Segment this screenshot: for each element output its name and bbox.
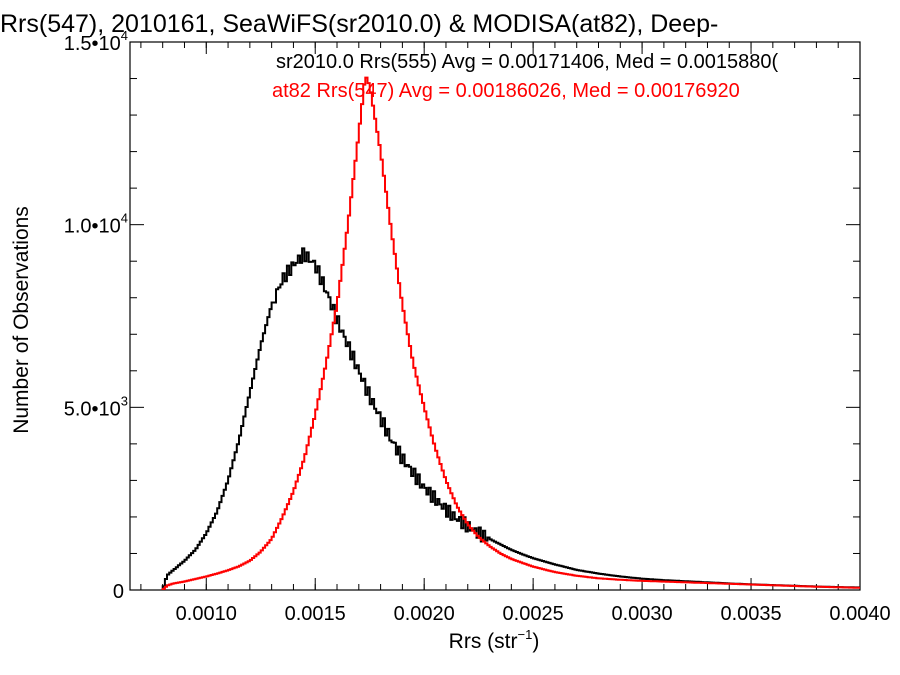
series-line-sr2010: [161, 247, 860, 590]
legend: sr2010.0 Rrs(555) Avg = 0.00171406, Med …: [272, 51, 779, 102]
y-tick-label: 1.5•104: [64, 28, 128, 55]
x-axis-label-text: Rrs (str: [449, 630, 518, 653]
x-tick-label: 0.0035: [720, 603, 781, 625]
x-tick-label: 0.0040: [829, 603, 890, 625]
legend-entry-at82: at82 Rrs(547) Avg = 0.00186026, Med = 0.…: [272, 80, 740, 102]
chart-title: Rrs(547), 2010161, SeaWiFS(sr2010.0) & M…: [0, 10, 718, 38]
y-tick-label: 1.0•104: [64, 211, 128, 238]
series-line-at82: [161, 76, 860, 590]
x-tick-label: 0.0020: [394, 603, 455, 625]
x-tick-label: 0.0030: [612, 603, 673, 625]
plot-area: [129, 41, 861, 591]
series-layer: [161, 76, 860, 590]
x-axis-label-exponent: −1: [518, 627, 533, 642]
x-axis-label: Rrs (str−1): [449, 627, 540, 653]
y-axis-label: Number of Observations: [10, 206, 33, 434]
x-tick-label: 0.0015: [285, 603, 346, 625]
x-axis-label-close: ): [532, 630, 539, 653]
x-tick-label: 0.0010: [176, 603, 237, 625]
y-tick-label: 5.0•103: [64, 393, 128, 420]
y-tick-label: 0: [113, 581, 124, 603]
plot-frame: [129, 41, 861, 591]
legend-entry-sr2010: sr2010.0 Rrs(555) Avg = 0.00171406, Med …: [276, 51, 779, 73]
x-axis: 0.0010 0.0015 0.0020 0.0025 0.0030 0.0035 0.00…: [140, 42, 891, 625]
y-axis: 0 5.0•103 1.0•104 1.5•104: [64, 28, 860, 603]
x-tick-label: 0.0025: [503, 603, 564, 625]
